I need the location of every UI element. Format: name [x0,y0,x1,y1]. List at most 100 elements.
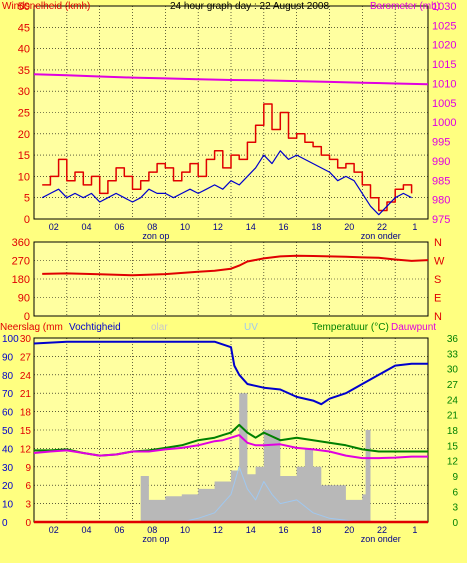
rain-ytick: 12 [20,444,32,455]
wind-panel-xtick: 10 [180,222,190,232]
rain-ytick: 9 [25,463,31,474]
compass-label: N [434,311,442,323]
compass-label: W [434,256,445,268]
baro-ytick: 975 [432,214,450,226]
temp-ytick: 18 [447,426,459,437]
wind-ytick: 40 [18,44,30,56]
humidity-ytick: 0 [2,518,8,529]
wind-direction-line [42,254,429,277]
humidity-ytick: 90 [2,352,14,363]
baro-ytick: 1015 [432,59,456,71]
compass-label: S [434,274,441,286]
wind-panel-xtick: 18 [311,222,321,232]
direction-ytick: 270 [12,256,30,268]
humidity-ytick: 30 [2,463,14,474]
wind-axis-label: Windsnelheid (kmh) [2,1,90,12]
dewpoint-line [33,434,428,460]
wind-panel-xtick: 22 [377,222,387,232]
temp-ytick: 12 [447,457,459,468]
sunset-label-bottom: zon onder [361,534,401,544]
temp-ytick: 33 [447,349,459,360]
sunset-label: zon onder [361,231,401,241]
temp-axis-label: Temperatuur (°C) [312,322,389,333]
solar-area [132,393,371,522]
rain-ytick: 21 [20,389,32,400]
temp-ytick: 24 [447,395,459,406]
temp-ytick: 9 [452,472,458,483]
wind-panel-xtick: 20 [344,222,354,232]
wind-ytick: 25 [18,108,30,120]
temp-ytick: 30 [447,365,459,376]
humidity-line [33,340,428,406]
rain-axis-label: Neerslag (mm [0,322,63,333]
temp-ytick: 36 [447,334,459,345]
baro-ytick: 980 [432,195,450,207]
compass-label: E [434,293,441,305]
wind-ytick: 15 [18,150,30,162]
weather-panel-xtick: 16 [279,525,289,535]
uv-axis-label: UV [244,322,258,333]
wind-panel-xtick: 12 [213,222,223,232]
humidity-ytick: 60 [2,408,14,419]
rain-ytick: 24 [20,371,32,382]
direction-ytick: 360 [12,237,30,249]
wind-ytick: 50 [18,1,30,13]
weather-panel-xtick: 04 [82,525,92,535]
weather-panel-xtick: 14 [246,525,256,535]
baro-ytick: 985 [432,175,450,187]
weather-panel-xtick: 06 [114,525,124,535]
wind-ytick: 0 [24,214,30,226]
wind-panel [33,5,429,220]
rain-ytick: 27 [20,352,32,363]
baro-ytick: 1020 [432,40,456,52]
wind-panel-xtick: 06 [114,222,124,232]
wind-ytick: 35 [18,65,30,77]
wind-panel-xtick: 1 [412,222,417,232]
humidity-ytick: 100 [2,334,19,345]
temp-ytick: 6 [452,487,458,498]
rain-ytick: 15 [20,426,32,437]
rain-ytick: 30 [20,334,32,345]
wind-panel-xtick: 16 [279,222,289,232]
rain-ytick: 18 [20,408,32,419]
rain-ytick: 3 [25,500,31,511]
weather-panel-xtick: 18 [311,525,321,535]
uv-line [181,466,363,523]
temp-ytick: 27 [447,380,459,391]
weather-panel-xtick: 10 [180,525,190,535]
baro-ytick: 990 [432,156,450,168]
dew-axis-label: Dauwpunt [391,322,436,333]
wind-ytick: 5 [24,193,30,205]
baro-ytick: 1025 [432,20,456,32]
wind-panel-xtick: 08 [147,222,157,232]
humidity-ytick: 50 [2,426,14,437]
baro-axis-label: Barometer (mb) [370,1,440,12]
solar-axis-label: olar [151,322,168,333]
direction-ytick: 90 [18,293,30,305]
baro-ytick: 995 [432,137,450,149]
temp-ytick: 3 [452,503,458,514]
weather-panel-xtick: 20 [344,525,354,535]
humidity-ytick: 80 [2,371,14,382]
wind-ytick: 20 [18,129,30,141]
temp-ytick: 0 [452,518,458,529]
direction-ytick: 180 [12,274,30,286]
barometer-line [33,73,429,86]
humidity-ytick: 70 [2,389,14,400]
wind-panel-xtick: 04 [82,222,92,232]
wind-panel-xtick: 02 [49,222,59,232]
temp-ytick: 21 [447,411,459,422]
weather-panel-xtick: 08 [147,525,157,535]
wind-ytick: 10 [18,171,30,183]
weather-panel-xtick: 02 [49,525,59,535]
rain-ytick: 0 [25,518,31,529]
humidity-axis-label: Vochtigheid [69,322,121,333]
baro-ytick: 1030 [432,1,456,13]
humidity-ytick: 20 [2,481,14,492]
humidity-ytick: 10 [2,500,14,511]
rain-ytick: 6 [25,481,31,492]
compass-label: N [434,237,442,249]
weather-panel-xtick: 12 [213,525,223,535]
humidity-ytick: 40 [2,444,14,455]
